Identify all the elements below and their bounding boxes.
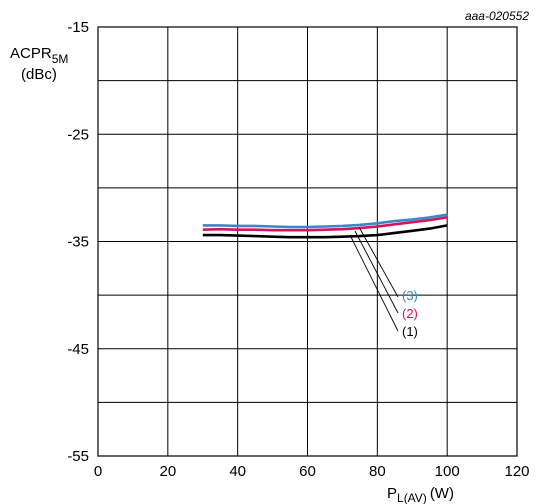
y-tick-label: -15 (67, 19, 89, 36)
y-tick-label: -45 (67, 341, 89, 358)
reference-code: aaa-020552 (465, 9, 529, 23)
callout-line-1 (349, 234, 399, 332)
y-tick-label: -25 (67, 126, 89, 143)
x-tick-label: 0 (94, 463, 102, 480)
series-line-2 (202, 216, 448, 232)
series-label-2: (2) (402, 306, 418, 321)
series-line-3 (202, 213, 448, 229)
x-tick-label: 40 (229, 463, 246, 480)
series-lines (202, 213, 448, 239)
y-axis-label-main: ACPR (10, 45, 52, 62)
x-axis-label: PL(AV) (W) (387, 485, 454, 504)
y-tick-label: -55 (67, 448, 89, 465)
x-axis-label-sub: L(AV) (397, 491, 427, 504)
plot-frame (97, 26, 518, 457)
grid (97, 26, 518, 457)
series-line-1 (202, 224, 448, 239)
x-tick-label: 120 (504, 463, 529, 480)
callout-line-2 (354, 230, 399, 314)
x-axis-label-unit: (W) (430, 485, 454, 502)
callout-line-3 (358, 226, 399, 298)
x-tick-label: 60 (299, 463, 316, 480)
y-axis-label: ACPR5M (10, 45, 68, 66)
x-tick-label: 100 (435, 463, 460, 480)
x-axis-label-main: P (387, 485, 397, 502)
series-label-1: (1) (402, 324, 418, 339)
y-axis-unit: (dBc) (21, 66, 57, 83)
y-axis-label-sub: 5M (52, 52, 69, 66)
series-callouts: (1) (2) (3) (349, 226, 418, 339)
x-tick-label: 20 (159, 463, 176, 480)
y-tick-label: -35 (67, 234, 89, 251)
series-label-3: (3) (402, 288, 418, 303)
x-tick-label: 80 (369, 463, 386, 480)
tick-labels: 0 20 40 60 80 100 120 -15 -25 -35 -45 -55 (67, 19, 529, 480)
